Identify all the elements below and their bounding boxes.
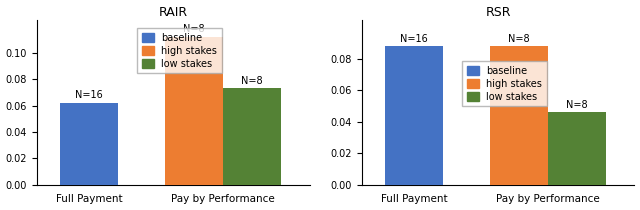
- Bar: [490, 46, 548, 185]
- Title: RSR: RSR: [485, 5, 511, 18]
- Text: N=8: N=8: [241, 76, 262, 86]
- Text: N=8: N=8: [508, 34, 530, 44]
- Text: N=8: N=8: [183, 24, 205, 34]
- Text: N=16: N=16: [400, 34, 428, 44]
- Legend: baseline, high stakes, low stakes: baseline, high stakes, low stakes: [462, 61, 547, 106]
- Title: RAIR: RAIR: [159, 5, 188, 18]
- Bar: [60, 103, 118, 185]
- Bar: [165, 37, 223, 185]
- Text: N=8: N=8: [566, 100, 588, 110]
- Bar: [223, 88, 281, 185]
- Bar: [548, 112, 605, 185]
- Bar: [385, 46, 443, 185]
- Legend: baseline, high stakes, low stakes: baseline, high stakes, low stakes: [137, 28, 222, 74]
- Text: N=16: N=16: [76, 91, 103, 100]
